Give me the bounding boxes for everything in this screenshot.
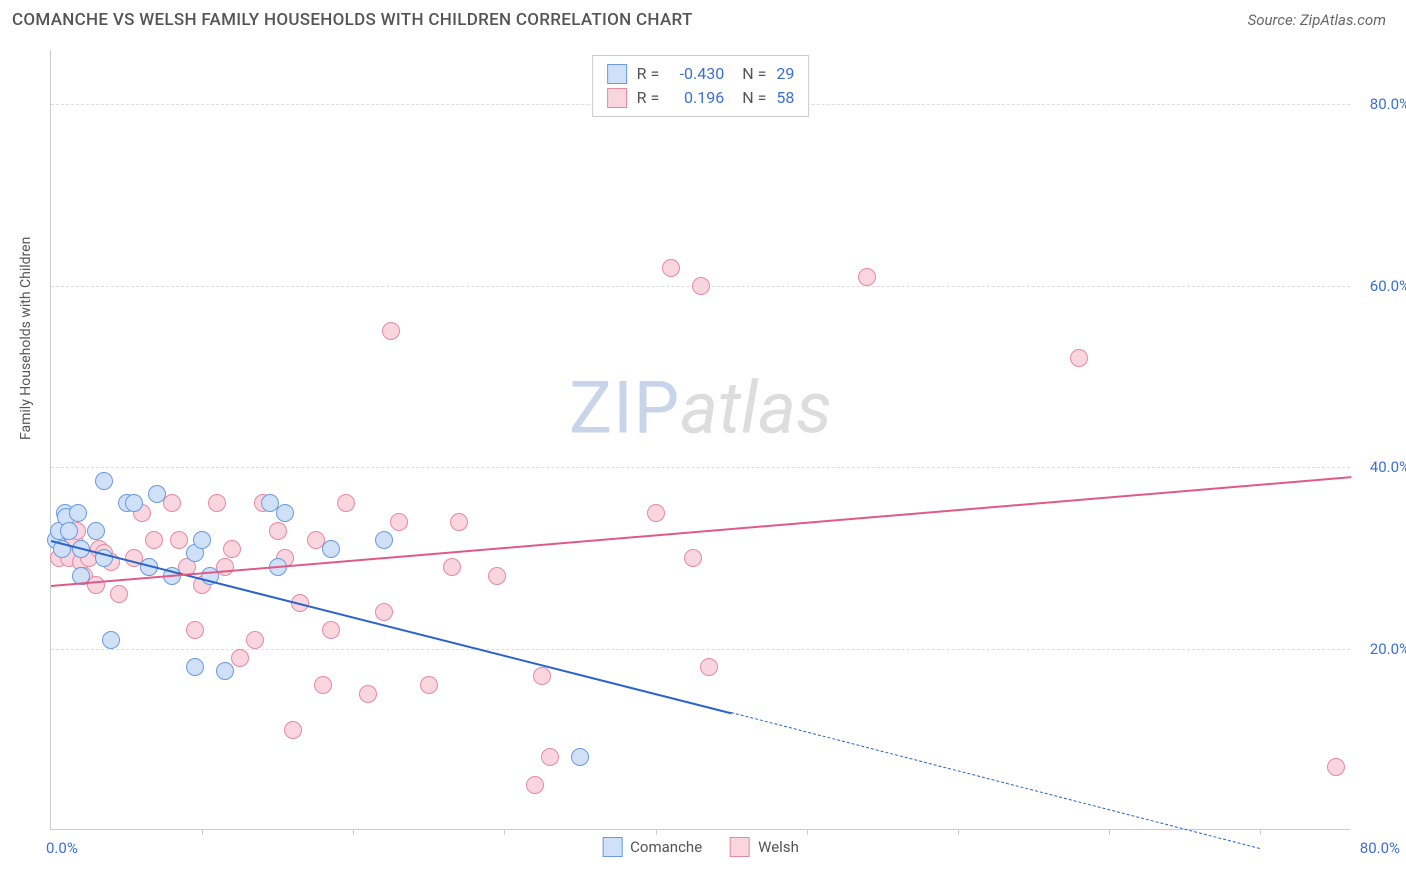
- scatter-point: [145, 531, 163, 549]
- scatter-point: [170, 531, 188, 549]
- scatter-point: [533, 667, 551, 685]
- scatter-point: [110, 585, 128, 603]
- scatter-point: [231, 649, 249, 667]
- scatter-point: [337, 494, 355, 512]
- x-tick: [504, 829, 505, 835]
- scatter-point: [284, 721, 302, 739]
- swatch-comanche: [602, 837, 622, 857]
- scatter-point: [269, 522, 287, 540]
- scatter-point: [1327, 758, 1345, 776]
- scatter-point: [692, 277, 710, 295]
- x-tick: [202, 829, 203, 835]
- scatter-point: [322, 621, 340, 639]
- trend-line: [731, 712, 1260, 849]
- scatter-point: [208, 494, 226, 512]
- scatter-point: [148, 485, 166, 503]
- scatter-point: [1070, 349, 1088, 367]
- scatter-point: [102, 631, 120, 649]
- series-legend: Comanche Welsh: [602, 837, 799, 857]
- n-value-comanche: 29: [776, 62, 794, 86]
- legend-row-welsh: R = 0.196 N = 58: [607, 86, 795, 110]
- watermark: ZIPatlas: [569, 366, 832, 451]
- scatter-point: [276, 504, 294, 522]
- r-value-welsh: 0.196: [669, 86, 724, 110]
- y-tick-label: 40.0%: [1370, 458, 1406, 476]
- scatter-point: [420, 676, 438, 694]
- series-name-welsh: Welsh: [758, 838, 799, 856]
- r-label: R =: [637, 62, 660, 86]
- swatch-welsh: [607, 88, 627, 108]
- scatter-point: [193, 531, 211, 549]
- scatter-point: [858, 268, 876, 286]
- scatter-plot: ZIPatlas R = -0.430 N = 29 R = 0.196 N =…: [50, 50, 1350, 830]
- x-tick: [807, 829, 808, 835]
- scatter-point: [382, 322, 400, 340]
- y-tick-label: 20.0%: [1370, 640, 1406, 658]
- series-name-comanche: Comanche: [630, 838, 702, 856]
- scatter-point: [87, 576, 105, 594]
- trend-line: [51, 540, 732, 714]
- x-axis-min-label: 0.0%: [46, 839, 78, 857]
- scatter-point: [375, 603, 393, 621]
- r-value-comanche: -0.430: [669, 62, 724, 86]
- x-tick: [656, 829, 657, 835]
- scatter-point: [375, 531, 393, 549]
- scatter-point: [526, 776, 544, 794]
- correlation-legend: R = -0.430 N = 29 R = 0.196 N = 58: [592, 55, 810, 117]
- grid-line: [51, 649, 1350, 650]
- watermark-zip: ZIP: [569, 366, 680, 451]
- x-tick: [1260, 829, 1261, 835]
- r-label: R =: [637, 86, 660, 110]
- x-tick: [958, 829, 959, 835]
- n-label: N =: [742, 86, 766, 110]
- scatter-point: [314, 676, 332, 694]
- watermark-atlas: atlas: [680, 366, 832, 451]
- legend-item-comanche: Comanche: [602, 837, 702, 857]
- scatter-point: [87, 522, 105, 540]
- n-value-welsh: 58: [776, 86, 794, 110]
- scatter-point: [246, 631, 264, 649]
- source-attribution: Source: ZipAtlas.com: [1248, 11, 1386, 29]
- x-axis-max-label: 80.0%: [1360, 839, 1400, 857]
- scatter-point: [359, 685, 377, 703]
- y-tick-label: 60.0%: [1370, 277, 1406, 295]
- scatter-point: [541, 748, 559, 766]
- scatter-point: [223, 540, 241, 558]
- scatter-point: [163, 494, 181, 512]
- scatter-point: [700, 658, 718, 676]
- legend-item-welsh: Welsh: [730, 837, 799, 857]
- y-tick-label: 80.0%: [1370, 95, 1406, 113]
- x-tick: [353, 829, 354, 835]
- x-tick: [1109, 829, 1110, 835]
- scatter-point: [684, 549, 702, 567]
- n-label: N =: [742, 62, 766, 86]
- scatter-point: [450, 513, 468, 531]
- scatter-point: [390, 513, 408, 531]
- scatter-point: [216, 662, 234, 680]
- scatter-point: [662, 259, 680, 277]
- legend-row-comanche: R = -0.430 N = 29: [607, 62, 795, 86]
- scatter-point: [443, 558, 461, 576]
- scatter-point: [95, 472, 113, 490]
- trend-line: [51, 476, 1351, 587]
- scatter-point: [186, 658, 204, 676]
- scatter-point: [69, 504, 87, 522]
- swatch-comanche: [607, 64, 627, 84]
- swatch-welsh: [730, 837, 750, 857]
- scatter-point: [186, 621, 204, 639]
- scatter-point: [571, 748, 589, 766]
- scatter-point: [647, 504, 665, 522]
- scatter-point: [60, 522, 78, 540]
- y-axis-title: Family Households with Children: [18, 237, 34, 440]
- chart-title: COMANCHE VS WELSH FAMILY HOUSEHOLDS WITH…: [12, 10, 693, 30]
- scatter-point: [488, 567, 506, 585]
- scatter-point: [322, 540, 340, 558]
- scatter-point: [125, 494, 143, 512]
- grid-line: [51, 467, 1350, 468]
